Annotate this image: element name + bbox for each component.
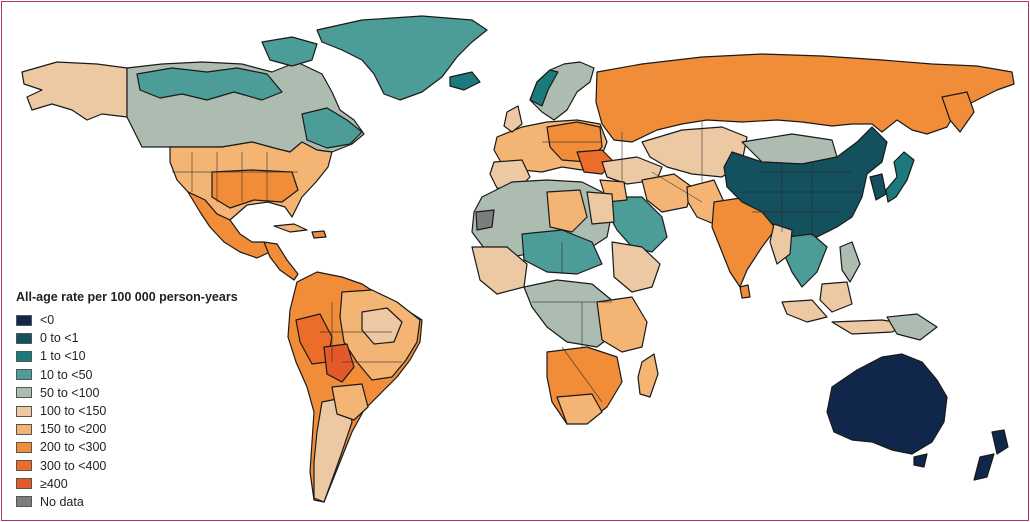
region-new-zealand	[973, 429, 1009, 481]
legend-item: 150 to <200	[16, 420, 238, 438]
legend-label: No data	[40, 494, 84, 509]
region-western-sahara	[475, 209, 495, 231]
region-usa-central	[211, 169, 299, 209]
region-southern-cone	[331, 383, 369, 421]
region-myanmar	[769, 223, 793, 265]
region-iceland	[449, 71, 481, 91]
legend-item: 10 to <50	[16, 366, 238, 384]
legend-items: <0 0 to <1 1 to <10 10 to <50 50 to <100 100 …	[16, 311, 238, 511]
legend-item: 200 to <300	[16, 438, 238, 456]
legend-item: 300 to <400	[16, 457, 238, 475]
map-legend: All-age rate per 100 000 person-years <0…	[16, 290, 238, 511]
region-alaska	[21, 61, 128, 121]
region-uk	[503, 105, 523, 133]
region-horn-of-africa	[611, 241, 661, 293]
region-bolivia	[323, 343, 355, 383]
legend-swatch	[16, 460, 32, 472]
legend-label: 100 to <150	[40, 404, 107, 419]
legend-label: 300 to <400	[40, 458, 107, 473]
region-east-africa	[596, 296, 648, 353]
internal-borders	[172, 122, 862, 403]
region-central-america	[263, 241, 299, 281]
legend-label: ≥400	[40, 476, 68, 491]
region-canada-north	[136, 67, 283, 101]
legend-item: 100 to <150	[16, 402, 238, 420]
legend-item: 1 to <10	[16, 347, 238, 365]
region-iran	[641, 173, 693, 213]
legend-swatch	[16, 423, 32, 435]
region-tasmania	[913, 453, 928, 468]
legend-label: 50 to <100	[40, 385, 100, 400]
legend-item: No data	[16, 493, 238, 511]
region-russia	[595, 53, 1015, 143]
region-greenland	[316, 15, 488, 101]
legend-label: 150 to <200	[40, 422, 107, 437]
legend-label: 10 to <50	[40, 367, 93, 382]
legend-label: 1 to <10	[40, 349, 86, 364]
region-new-guinea	[886, 313, 938, 341]
legend-item: 50 to <100	[16, 384, 238, 402]
region-japan	[885, 151, 915, 203]
legend-swatch	[16, 332, 32, 344]
region-korea	[869, 173, 887, 201]
legend-label: <0	[40, 313, 55, 328]
legend-swatch	[16, 314, 32, 326]
legend-swatch	[16, 441, 32, 453]
region-cuba	[273, 223, 308, 233]
legend-swatch	[16, 478, 32, 490]
region-philippines	[839, 241, 861, 283]
region-canada-islands	[261, 36, 318, 67]
region-brazil-northeast	[361, 307, 403, 345]
region-indonesia-west	[781, 299, 828, 323]
region-australia	[826, 353, 948, 455]
region-sri-lanka	[739, 284, 751, 299]
legend-swatch	[16, 350, 32, 362]
legend-item: <0	[16, 311, 238, 329]
region-borneo	[819, 281, 853, 313]
region-hispaniola	[311, 230, 327, 239]
legend-label: 200 to <300	[40, 440, 107, 455]
legend-item: 0 to <1	[16, 329, 238, 347]
region-madagascar	[637, 353, 659, 398]
legend-swatch	[16, 369, 32, 381]
region-egypt	[586, 191, 615, 225]
region-south-africa	[556, 393, 603, 425]
region-libya	[546, 189, 588, 233]
legend-swatch	[16, 387, 32, 399]
legend-item: ≥400	[16, 475, 238, 493]
legend-title: All-age rate per 100 000 person-years	[16, 290, 238, 304]
region-kamchatka	[941, 91, 975, 133]
legend-swatch	[16, 405, 32, 417]
legend-swatch	[16, 496, 32, 508]
region-norway	[529, 69, 559, 107]
region-canada-east	[301, 107, 363, 149]
legend-label: 0 to <1	[40, 331, 79, 346]
